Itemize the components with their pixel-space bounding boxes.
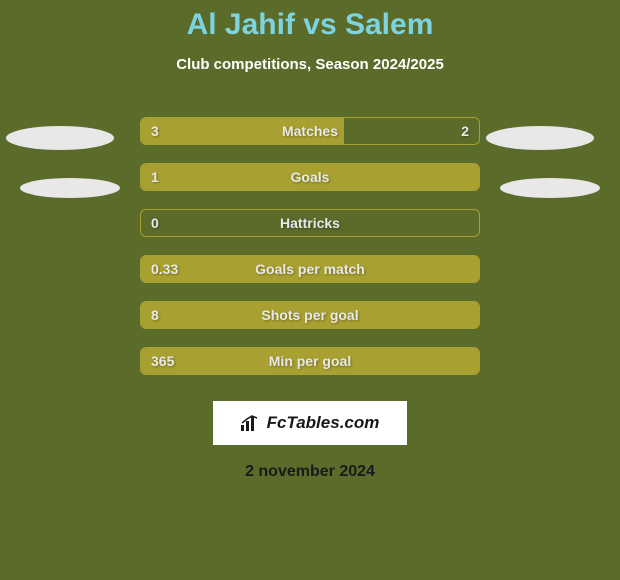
stat-bar-matches: 3 Matches 2 [140, 117, 480, 145]
stat-label-hattricks: Hattricks [141, 215, 479, 231]
stat-right-matches: 2 [461, 123, 469, 139]
brand-text: FcTables.com [267, 413, 380, 433]
stat-row-goals: 1 Goals [0, 163, 620, 191]
stat-label-goals: Goals [141, 169, 479, 185]
page-subtitle: Club competitions, Season 2024/2025 [176, 56, 444, 73]
stat-row-hattricks: 0 Hattricks [0, 209, 620, 237]
stat-bar-hattricks: 0 Hattricks [140, 209, 480, 237]
stat-label-gpm: Goals per match [141, 261, 479, 277]
stat-label-mpg: Min per goal [141, 353, 479, 369]
stat-bar-spg: 8 Shots per goal [140, 301, 480, 329]
stat-label-spg: Shots per goal [141, 307, 479, 323]
stat-row-matches: 3 Matches 2 [0, 117, 620, 145]
stat-row-gpm: 0.33 Goals per match [0, 255, 620, 283]
stat-bar-gpm: 0.33 Goals per match [140, 255, 480, 283]
chart-icon [241, 415, 261, 431]
stat-row-mpg: 365 Min per goal [0, 347, 620, 375]
footer-date: 2 november 2024 [245, 463, 375, 481]
stat-bar-goals: 1 Goals [140, 163, 480, 191]
stat-row-spg: 8 Shots per goal [0, 301, 620, 329]
main-container: Al Jahif vs Salem Club competitions, Sea… [0, 0, 620, 580]
brand-box[interactable]: FcTables.com [213, 401, 408, 445]
stat-label-matches: Matches [141, 123, 479, 139]
stat-bar-mpg: 365 Min per goal [140, 347, 480, 375]
page-title: Al Jahif vs Salem [187, 8, 434, 42]
stats-section: 3 Matches 2 1 Goals 0 Hattricks [0, 117, 620, 393]
